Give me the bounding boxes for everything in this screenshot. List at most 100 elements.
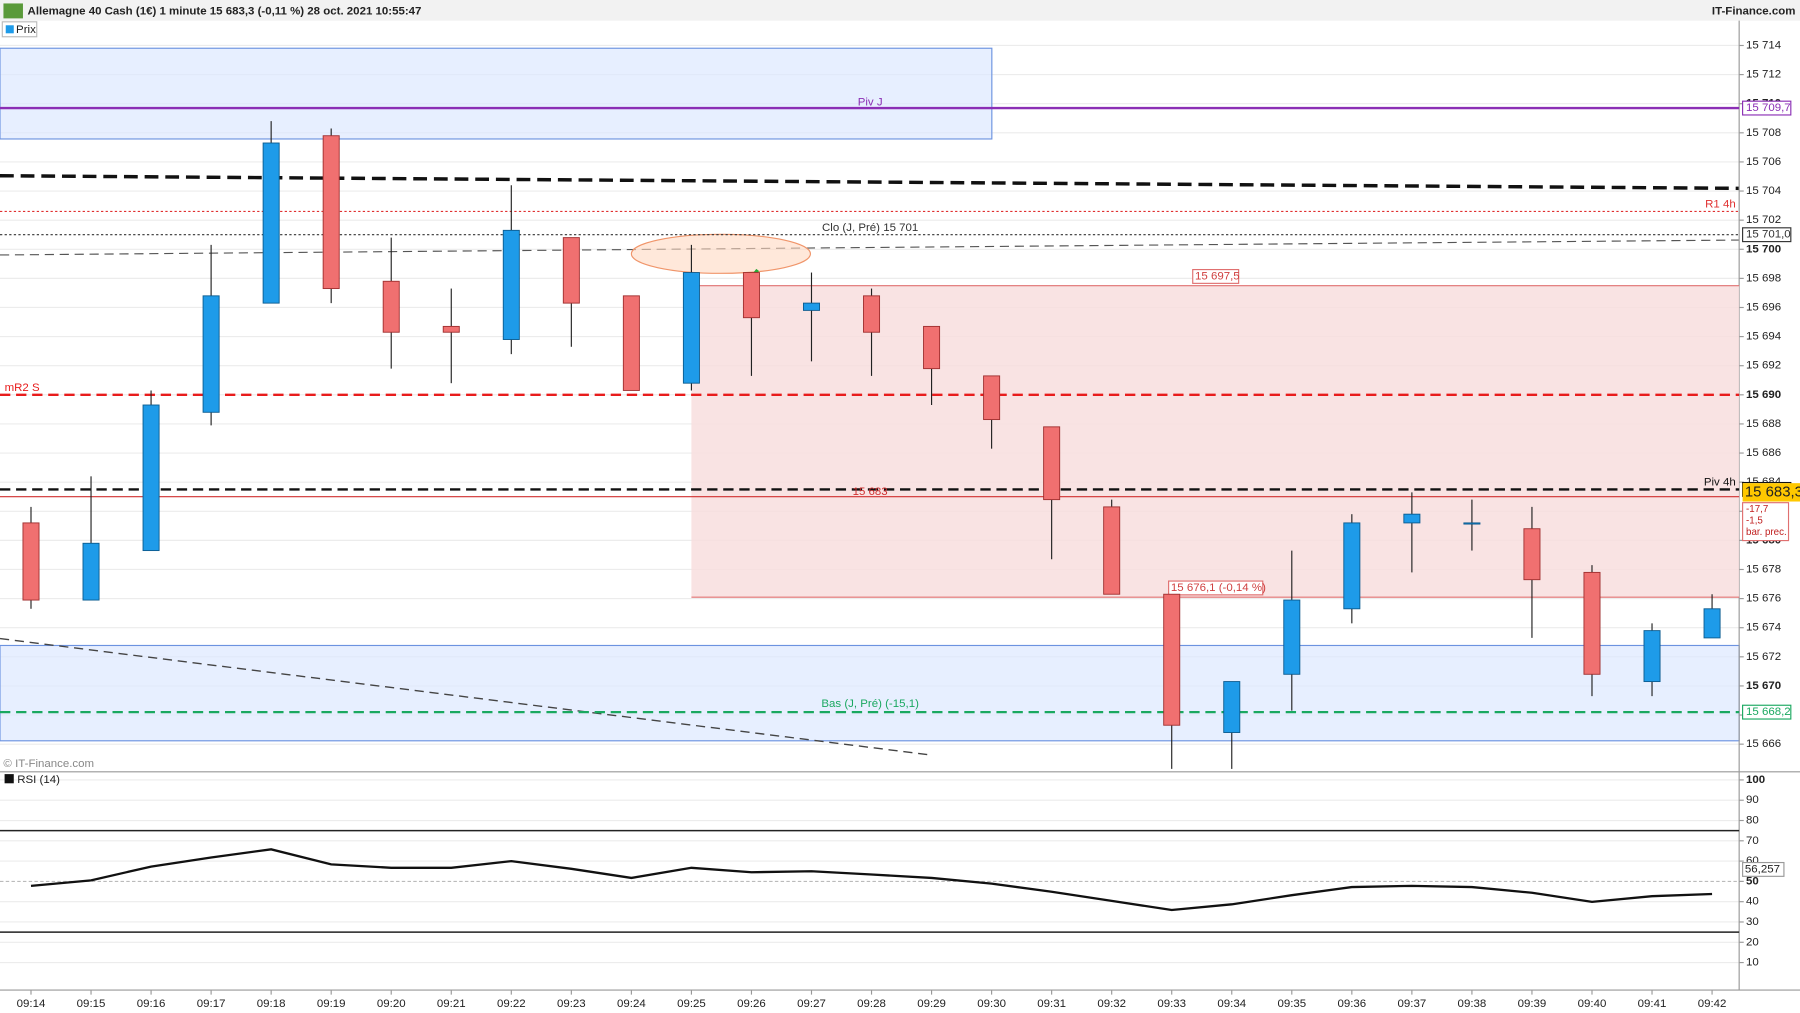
y-tick-label: 15 694 bbox=[1746, 331, 1782, 343]
x-tick-label: 09:35 bbox=[1277, 998, 1306, 1010]
y-tick-label: 15 696 bbox=[1746, 302, 1781, 314]
candle-body bbox=[1343, 522, 1361, 610]
candle-body bbox=[1043, 426, 1061, 501]
rsi-tick-label: 90 bbox=[1746, 794, 1759, 806]
x-tick-label: 09:19 bbox=[317, 998, 346, 1010]
candle-body bbox=[22, 522, 40, 601]
price-notes-box bbox=[1742, 502, 1790, 542]
y-tick-label: 15 686 bbox=[1746, 447, 1781, 459]
candle-body bbox=[1103, 506, 1121, 595]
x-tick-label: 09:41 bbox=[1638, 998, 1667, 1010]
zone-tag bbox=[1192, 268, 1240, 284]
y-tick-label: 15 704 bbox=[1746, 185, 1782, 197]
rsi-tick-label: 20 bbox=[1746, 936, 1759, 948]
rsi-tick-label: 80 bbox=[1746, 815, 1759, 827]
header-bar bbox=[0, 0, 1800, 21]
candle-body bbox=[1583, 571, 1601, 675]
zone bbox=[691, 285, 1740, 598]
rsi-tick-label: 40 bbox=[1746, 896, 1759, 908]
candle-body bbox=[1703, 608, 1721, 639]
candle-body bbox=[562, 237, 580, 304]
x-tick-label: 09:18 bbox=[257, 998, 286, 1010]
level-label: Piv 4h bbox=[1704, 477, 1736, 489]
candle-body bbox=[442, 325, 460, 333]
x-tick-label: 09:22 bbox=[497, 998, 526, 1010]
candle-body bbox=[1403, 513, 1421, 524]
x-tick-label: 09:14 bbox=[17, 998, 46, 1010]
price-note: -17,7 bbox=[1746, 504, 1768, 515]
candle-body bbox=[82, 542, 100, 601]
level-label: 15 683 bbox=[853, 486, 888, 498]
x-tick-label: 09:27 bbox=[797, 998, 826, 1010]
level-tag bbox=[1742, 704, 1792, 720]
app-icon bbox=[3, 3, 23, 19]
x-tick-label: 09:40 bbox=[1578, 998, 1607, 1010]
blue-zone bbox=[0, 47, 993, 140]
y-tick-label: 15 670 bbox=[1746, 680, 1781, 692]
watermark: © IT-Finance.com bbox=[3, 758, 94, 770]
candle-body bbox=[923, 325, 941, 370]
x-tick-label: 09:25 bbox=[677, 998, 706, 1010]
y-tick-label: 15 692 bbox=[1746, 360, 1781, 372]
candle-body bbox=[1223, 681, 1241, 733]
candle-body bbox=[802, 302, 820, 311]
y-tick-label: 15 674 bbox=[1746, 622, 1782, 634]
y-tick-label: 15 688 bbox=[1746, 418, 1781, 430]
trend-line bbox=[0, 239, 1740, 256]
x-tick-label: 09:42 bbox=[1698, 998, 1727, 1010]
candle-body bbox=[1463, 522, 1481, 525]
candle-body bbox=[262, 142, 280, 304]
candle-body bbox=[983, 375, 1001, 421]
price-note: bar. prec. bbox=[1746, 527, 1787, 538]
y-tick-label: 15 666 bbox=[1746, 738, 1781, 750]
x-tick-label: 09:30 bbox=[977, 998, 1006, 1010]
legend-icon bbox=[5, 25, 14, 34]
x-tick-label: 09:36 bbox=[1337, 998, 1366, 1010]
y-tick-label: 15 702 bbox=[1746, 214, 1781, 226]
x-tick-label: 09:16 bbox=[137, 998, 166, 1010]
rsi-tick-label: 50 bbox=[1746, 875, 1759, 887]
x-tick-label: 09:29 bbox=[917, 998, 946, 1010]
y-tick-label: 15 698 bbox=[1746, 272, 1781, 284]
trend-line bbox=[0, 637, 928, 756]
candle-body bbox=[742, 272, 760, 319]
y-tick-label: 15 678 bbox=[1746, 564, 1781, 576]
level-label: mR2 S bbox=[5, 382, 40, 394]
candle-body bbox=[322, 135, 340, 290]
rsi-title: RSI (14) bbox=[17, 774, 60, 786]
x-tick-label: 09:31 bbox=[1037, 998, 1066, 1010]
header-title: Allemagne 40 Cash (1€) 1 minute 15 683,3… bbox=[28, 6, 422, 18]
x-tick-label: 09:17 bbox=[197, 998, 226, 1010]
price-tag-label: 15 683,3 bbox=[1745, 483, 1800, 500]
level-label: Bas (J, Pré) (-15,1) bbox=[821, 698, 919, 710]
x-tick-label: 09:21 bbox=[437, 998, 466, 1010]
price-tag bbox=[1742, 483, 1800, 502]
x-tick-label: 09:28 bbox=[857, 998, 886, 1010]
rsi-tick-label: 10 bbox=[1746, 957, 1759, 969]
y-tick-label: 15 712 bbox=[1746, 69, 1781, 81]
level-label: Piv J bbox=[858, 96, 883, 108]
rsi-icon bbox=[4, 774, 14, 784]
rsi-tick-label: 100 bbox=[1746, 774, 1765, 786]
level-tag-label: 15 668,2 bbox=[1746, 706, 1791, 718]
rsi-line bbox=[30, 848, 1713, 912]
y-tick-label: 15 708 bbox=[1746, 127, 1781, 139]
rsi-tag bbox=[1742, 861, 1785, 877]
highlight-ellipse bbox=[630, 233, 812, 274]
candle-body bbox=[1643, 630, 1661, 683]
zone-label: 15 697,5 bbox=[1195, 270, 1240, 282]
candle-body bbox=[863, 295, 881, 333]
rsi-tag-label: 56,257 bbox=[1745, 863, 1780, 875]
trend-line bbox=[0, 174, 1740, 191]
legend: Prix bbox=[16, 24, 36, 36]
blue-zone bbox=[0, 644, 1740, 742]
y-tick-label: 15 672 bbox=[1746, 651, 1781, 663]
level-tag bbox=[1742, 227, 1792, 243]
zone-label: 15 676,1 (-0,14 %) bbox=[1171, 582, 1266, 594]
x-tick-label: 09:37 bbox=[1398, 998, 1427, 1010]
level-tag bbox=[1742, 100, 1792, 116]
rsi-tick-label: 70 bbox=[1746, 835, 1759, 847]
x-tick-label: 09:23 bbox=[557, 998, 586, 1010]
rsi-tick-label: 30 bbox=[1746, 916, 1759, 928]
candle-body bbox=[1523, 528, 1541, 581]
